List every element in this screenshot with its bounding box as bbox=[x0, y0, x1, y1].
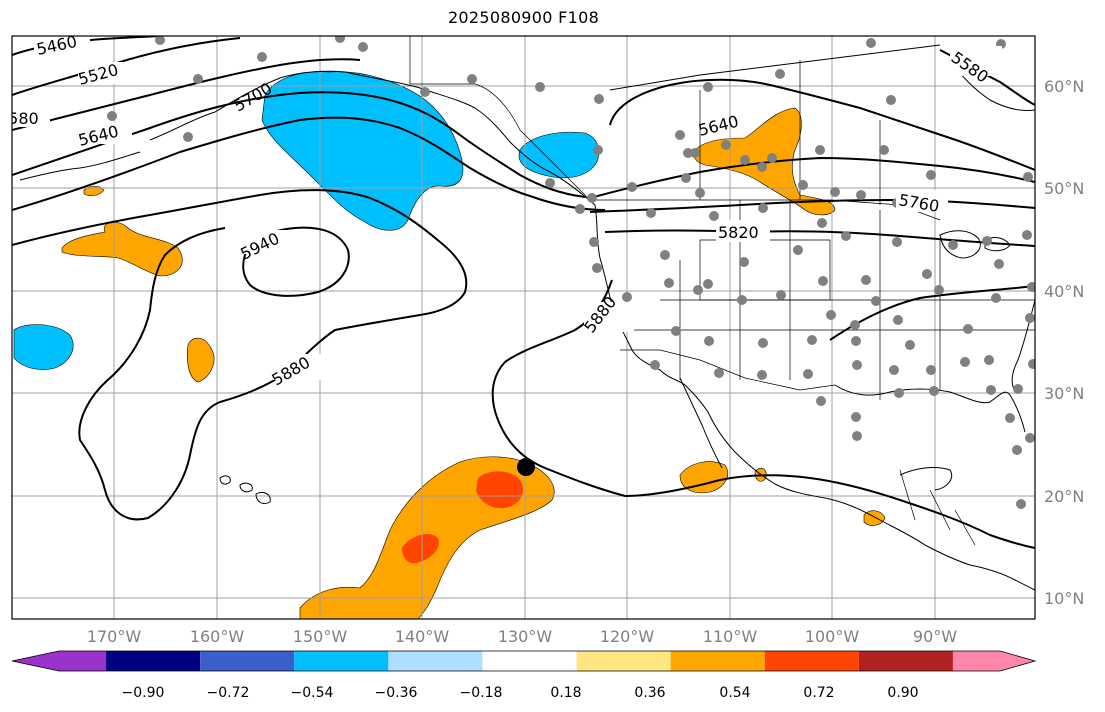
positive-anomaly-small-2 bbox=[187, 337, 215, 383]
lon-label: 130°W bbox=[498, 627, 553, 646]
highlight-point-marker bbox=[517, 458, 535, 476]
negative-anomaly-west bbox=[13, 324, 74, 370]
colorbar-tick-label: 0.54 bbox=[719, 685, 750, 701]
contour-5760 bbox=[589, 198, 1035, 213]
map-title: 2025080900 F108 bbox=[447, 8, 600, 27]
positive-anomaly-west-pacific bbox=[61, 221, 183, 277]
lat-label: 60°N bbox=[1044, 77, 1084, 96]
positive-anomaly-core-2 bbox=[402, 534, 439, 564]
lon-label: 170°W bbox=[87, 627, 142, 646]
positive-anomaly-baja bbox=[679, 461, 729, 494]
positive-anomaly-small-1 bbox=[83, 185, 105, 196]
colorbar-swatch bbox=[200, 651, 295, 671]
lat-label: 20°N bbox=[1044, 487, 1084, 506]
contour-5580-west bbox=[12, 58, 361, 131]
contour-labels: 5460 5520 5580 5640 5700 5940 5880 5880 … bbox=[0, 36, 1002, 389]
colorbar-tick-label: 0.36 bbox=[634, 685, 665, 701]
lon-label: 120°W bbox=[600, 627, 655, 646]
colorbar-swatch bbox=[294, 651, 389, 671]
colorbar-swatch bbox=[670, 651, 765, 671]
contour-label-580-west: 5580 bbox=[0, 109, 39, 128]
lon-axis-labels: 170°W 160°W 150°W 140°W 130°W 120°W 110°… bbox=[87, 627, 957, 646]
colorbar-tick-label: −0.54 bbox=[291, 685, 334, 701]
colorbar-tick-label: −0.90 bbox=[122, 685, 165, 701]
anomaly-fills bbox=[13, 71, 886, 619]
colorbar-swatch bbox=[388, 651, 483, 671]
contour-5700 bbox=[12, 116, 606, 211]
lon-label: 110°W bbox=[703, 627, 758, 646]
colorbar-swatch bbox=[106, 651, 201, 671]
contour-5640-west bbox=[12, 91, 586, 198]
lon-label: 150°W bbox=[293, 627, 348, 646]
lon-label: 100°W bbox=[805, 627, 860, 646]
colorbar-tick-label: −0.72 bbox=[207, 685, 250, 701]
colorbar-tick-label: 0.18 bbox=[550, 685, 581, 701]
graticule bbox=[12, 36, 1035, 619]
colorbar-labels: −0.90 −0.72 −0.54 −0.36 −0.18 0.18 0.36 0.54 0.7… bbox=[122, 685, 919, 701]
map-frame bbox=[11, 35, 1036, 620]
lat-label: 10°N bbox=[1044, 589, 1084, 608]
lat-label: 40°N bbox=[1044, 282, 1084, 301]
lat-axis-labels: 60°N 50°N 40°N 30°N 20°N 10°N bbox=[1044, 77, 1084, 608]
colorbar-swatch bbox=[576, 651, 671, 671]
colorbar-tick-label: −0.18 bbox=[460, 685, 503, 701]
colorbar-swatch bbox=[764, 651, 859, 671]
colorbar-outline bbox=[11, 650, 1037, 672]
contour-5520 bbox=[12, 37, 241, 96]
lat-label: 50°N bbox=[1044, 179, 1084, 198]
colorbar-swatch bbox=[858, 651, 953, 671]
contour-5940 bbox=[242, 226, 350, 297]
contour-5700-east bbox=[589, 156, 1035, 199]
colorbar-swatches bbox=[12, 651, 1035, 671]
lon-label: 90°W bbox=[913, 627, 957, 646]
colorbar-tick-label: 0.72 bbox=[803, 685, 834, 701]
colorbar: −0.90 −0.72 −0.54 −0.36 −0.18 0.18 0.36 0.54 0.7… bbox=[11, 650, 1037, 701]
colorbar-swatch bbox=[482, 651, 577, 671]
contour-5640-east bbox=[609, 78, 1035, 171]
lat-label: 30°N bbox=[1044, 384, 1084, 403]
colorbar-tick-label: 0.90 bbox=[887, 685, 918, 701]
height-contours bbox=[12, 36, 1035, 549]
colorbar-swatch-min bbox=[12, 651, 107, 671]
contour-label-5820: 5820 bbox=[718, 223, 759, 242]
lon-label: 140°W bbox=[395, 627, 450, 646]
contour-5820 bbox=[604, 229, 1035, 247]
positive-anomaly-core-1 bbox=[476, 471, 524, 509]
colorbar-swatch-max bbox=[952, 651, 1035, 671]
lon-label: 160°W bbox=[190, 627, 245, 646]
colorbar-tick-label: −0.36 bbox=[375, 685, 418, 701]
contour-5880-east bbox=[491, 279, 1035, 549]
station-markers bbox=[107, 36, 1035, 509]
